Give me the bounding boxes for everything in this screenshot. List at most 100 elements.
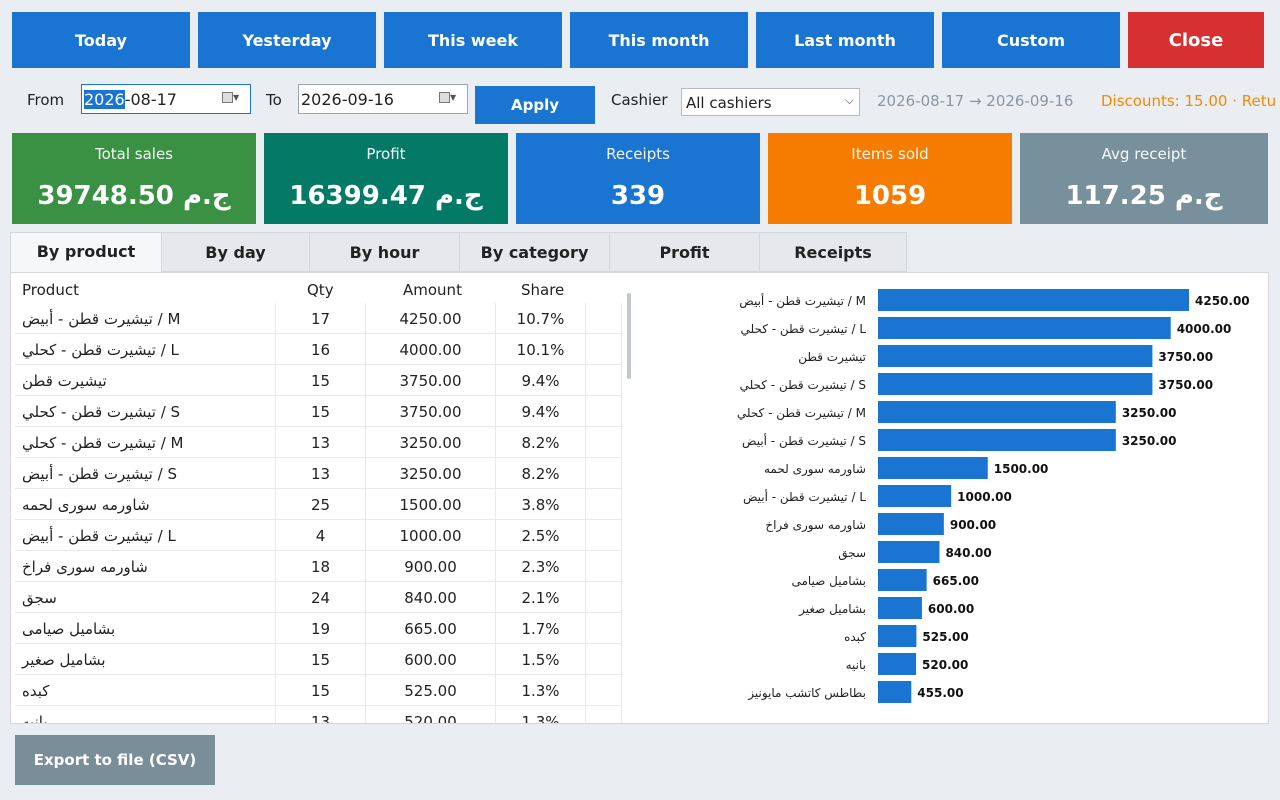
bar-value-label: 525.00 [922, 630, 968, 644]
from-date-field[interactable]: 2026-08-17 ▼ [81, 84, 251, 114]
calendar-dropdown-icon[interactable]: ▼ [222, 92, 244, 106]
bar [878, 485, 952, 507]
tab-receipts[interactable]: Receipts [759, 232, 907, 272]
table-row[interactable]: بانيه 13 520.00 1.3% [15, 706, 622, 723]
product-cell: شاورمه سورى لحمه [15, 489, 276, 520]
table-row[interactable]: شاورمه سورى فراخ 18 900.00 2.3% [15, 551, 622, 582]
bar-category-label: شاورمه سورى لحمه [764, 462, 866, 477]
avg-receipt-card: Avg receipt 117.25 ج.م [1020, 133, 1268, 224]
empty-cell [586, 427, 622, 458]
amount-cell: 4250.00 [366, 303, 496, 334]
apply-button[interactable]: Apply [475, 86, 595, 124]
total-sales-card: Total sales 39748.50 ج.م [12, 133, 256, 224]
bar [878, 401, 1116, 423]
amount-cell: 600.00 [366, 644, 496, 675]
column-header-qty[interactable]: Qty [307, 281, 334, 299]
product-cell: تيشيرت قطن - كحلي / M [15, 427, 276, 458]
table-row[interactable]: بشاميل صيامى 19 665.00 1.7% [15, 613, 622, 644]
last-month-button[interactable]: Last month [756, 12, 934, 68]
table-row[interactable]: تيشيرت قطن - كحلي / M 13 3250.00 8.2% [15, 427, 622, 458]
card-title: Total sales [94, 145, 174, 163]
export-csv-button[interactable]: Export to file (CSV) [15, 735, 215, 785]
bar-value-label: 4250.00 [1195, 294, 1250, 308]
bar-category-label: تيشيرت قطن - كحلي / S [740, 378, 866, 393]
product-cell: بانيه [15, 706, 276, 723]
card-title: Avg receipt [1101, 145, 1187, 163]
tab-by-product[interactable]: By product [10, 232, 162, 274]
discounts-text: Discounts: 15.00 · Retu [1101, 92, 1277, 110]
table-row[interactable]: تيشيرت قطن - كحلي / S 15 3750.00 9.4% [15, 396, 622, 427]
bar-value-label: 1000.00 [957, 490, 1012, 504]
tab-profit[interactable]: Profit [609, 232, 760, 272]
today-button[interactable]: Today [12, 12, 190, 68]
to-label: To [266, 91, 282, 109]
product-cell: بشاميل صغير [15, 644, 276, 675]
product-bar-chart: تيشيرت قطن - أبيض / M 4250.00 تيشيرت قطن -… [737, 289, 1250, 703]
bar [878, 317, 1171, 339]
bar [878, 513, 944, 535]
qty-cell: 18 [276, 551, 366, 582]
bar [878, 429, 1116, 451]
empty-cell [586, 551, 622, 582]
table-row[interactable]: تيشيرت قطن - أبيض / S 13 3250.00 8.2% [15, 458, 622, 489]
to-date-field[interactable]: 2026-09-16 ▼ [298, 84, 468, 114]
yesterday-button[interactable]: Yesterday [198, 12, 376, 68]
product-cell: بشاميل صيامى [15, 613, 276, 644]
this-month-button[interactable]: This month [570, 12, 748, 68]
table-row[interactable]: تيشيرت قطن - أبيض / M 17 4250.00 10.7% [15, 303, 622, 334]
this-week-button[interactable]: This week [384, 12, 562, 68]
bar-category-label: تيشيرت قطن - أبيض / S [742, 433, 866, 449]
column-header-amount[interactable]: Amount [403, 281, 462, 299]
bar-value-label: 3250.00 [1122, 434, 1177, 448]
tab-by-hour[interactable]: By hour [309, 232, 460, 272]
table-scrollbar[interactable] [627, 293, 631, 379]
from-date-selection: 2026 [84, 90, 125, 109]
column-header-product[interactable]: Product [22, 281, 79, 299]
table-row[interactable]: بشاميل صغير 15 600.00 1.5% [15, 644, 622, 675]
tab-by-category[interactable]: By category [459, 232, 610, 272]
profit-card: Profit 16399.47 ج.م [264, 133, 508, 224]
cashier-label: Cashier [611, 91, 668, 109]
card-value: 339 [610, 181, 666, 211]
table-row[interactable]: تيشيرت قطن - كحلي / L 16 4000.00 10.1% [15, 334, 622, 365]
table-row[interactable]: تيشيرت قطن - أبيض / L 4 1000.00 2.5% [15, 520, 622, 551]
bar [878, 653, 917, 675]
table-row[interactable]: شاورمه سورى لحمه 25 1500.00 3.8% [15, 489, 622, 520]
amount-cell: 4000.00 [366, 334, 496, 365]
empty-cell [586, 675, 622, 706]
qty-cell: 13 [276, 427, 366, 458]
date-range-text: 2026-08-17 → 2026-09-16 [877, 92, 1074, 110]
tab-by-day[interactable]: By day [161, 232, 310, 272]
product-table[interactable]: Product Qty Amount Share تيشيرت قطن - أب… [15, 277, 622, 723]
amount-cell: 3250.00 [366, 427, 496, 458]
bar-value-label: 3750.00 [1158, 378, 1213, 392]
chevron-down-icon: ⌵ [844, 93, 854, 107]
table-row[interactable]: سجق 24 840.00 2.1% [15, 582, 622, 613]
bar-value-label: 3250.00 [1122, 406, 1177, 420]
close-button[interactable]: Close [1128, 12, 1264, 68]
bar-category-label: تيشيرت قطن - كحلي / L [741, 322, 867, 337]
bar [878, 373, 1153, 395]
card-value: 39748.50 ج.م [37, 181, 231, 211]
bar [878, 597, 922, 619]
column-header-share[interactable]: Share [521, 281, 565, 299]
cashier-select[interactable]: All cashiers ⌵ [681, 88, 860, 116]
qty-cell: 4 [276, 520, 366, 551]
qty-cell: 25 [276, 489, 366, 520]
share-cell: 9.4% [496, 396, 586, 427]
custom-button[interactable]: Custom [942, 12, 1120, 68]
qty-cell: 24 [276, 582, 366, 613]
empty-cell [586, 489, 622, 520]
amount-cell: 840.00 [366, 582, 496, 613]
bar-value-label: 3750.00 [1158, 350, 1213, 364]
amount-cell: 665.00 [366, 613, 496, 644]
empty-cell [586, 365, 622, 396]
empty-cell [586, 644, 622, 675]
calendar-dropdown-icon[interactable]: ▼ [439, 92, 461, 106]
product-cell: تيشيرت قطن - كحلي / L [15, 334, 276, 365]
product-cell: تيشيرت قطن - أبيض / S [15, 458, 276, 489]
share-cell: 1.5% [496, 644, 586, 675]
amount-cell: 3750.00 [366, 365, 496, 396]
table-row[interactable]: تيشيرت قطن 15 3750.00 9.4% [15, 365, 622, 396]
table-row[interactable]: كبده 15 525.00 1.3% [15, 675, 622, 706]
